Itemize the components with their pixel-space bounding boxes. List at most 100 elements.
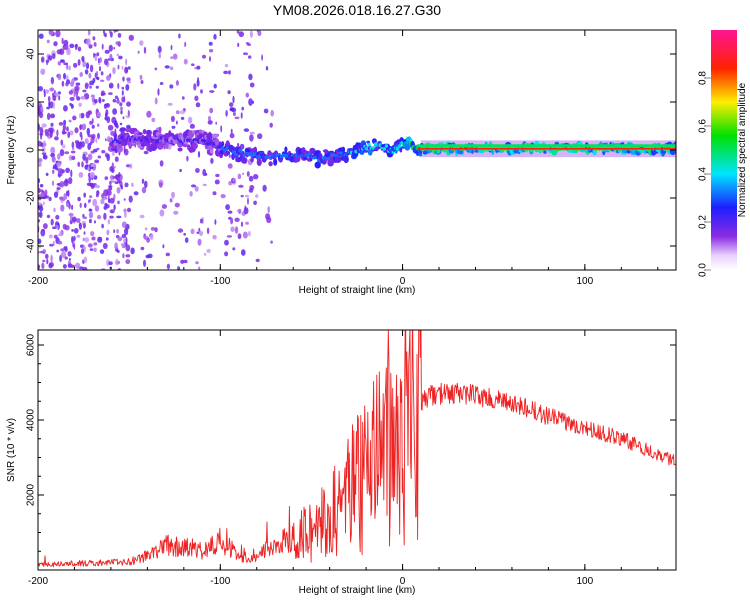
noise-blob — [78, 222, 82, 230]
noise-blob — [96, 76, 100, 81]
noise-blob — [245, 221, 249, 225]
noise-blob — [117, 82, 120, 90]
noise-blob — [92, 198, 98, 207]
noise-blob — [99, 249, 105, 255]
noise-blob — [186, 155, 189, 162]
snr-x-tick-label: 100 — [577, 576, 594, 587]
noise-blob — [38, 178, 41, 183]
noise-blob — [113, 229, 116, 234]
ridge-blob — [250, 157, 254, 163]
noise-blob — [181, 96, 185, 100]
noise-blob — [262, 184, 267, 192]
noise-blob — [82, 237, 86, 242]
noise-blob — [107, 219, 111, 225]
noise-blob — [230, 128, 233, 134]
noise-blob — [154, 227, 158, 233]
noise-blob — [38, 187, 41, 194]
noise-blob — [232, 178, 235, 182]
noise-blob — [68, 90, 74, 95]
noise-blob — [124, 228, 129, 236]
noise-blob — [81, 58, 85, 63]
noise-blob — [108, 198, 111, 204]
noise-blob — [200, 89, 203, 94]
ridge-core — [220, 146, 225, 150]
noise-blob — [249, 82, 255, 88]
noise-blob — [106, 103, 110, 108]
noise-blob — [263, 108, 269, 114]
noise-blob — [172, 53, 178, 60]
noise-blob — [229, 133, 235, 139]
noise-blob — [209, 56, 211, 62]
noise-blob — [125, 237, 128, 244]
noise-blob — [57, 74, 62, 81]
noise-blob — [49, 101, 54, 109]
noise-blob — [230, 226, 235, 232]
noise-blob — [50, 254, 53, 263]
noise-blob — [74, 127, 79, 134]
noise-blob — [46, 106, 50, 110]
ridge-blob — [192, 142, 198, 149]
spectrogram-y-label: Frequency (Hz) — [6, 116, 17, 185]
ridge-blob — [143, 142, 151, 147]
noise-blob — [248, 188, 254, 193]
noise-blob — [73, 62, 78, 68]
noise-blob — [202, 54, 206, 59]
noise-blob — [122, 116, 125, 120]
noise-blob — [50, 122, 54, 127]
noise-blob — [68, 177, 73, 185]
noise-blob — [97, 155, 102, 159]
noise-blob — [113, 204, 116, 211]
noise-blob — [224, 239, 229, 246]
noise-blob — [63, 62, 68, 66]
noise-blob — [105, 237, 109, 241]
noise-blob — [170, 115, 175, 122]
noise-blob — [234, 226, 239, 234]
noise-blob — [125, 58, 128, 66]
noise-blob — [60, 139, 64, 146]
noise-blob — [94, 72, 97, 79]
ridge-blob — [177, 143, 183, 148]
noise-blob — [104, 112, 108, 118]
noise-blob — [225, 110, 228, 117]
noise-blob — [198, 227, 201, 232]
noise-blob — [170, 56, 174, 60]
spectrogram-x-label: Height of straight line (km) — [299, 285, 416, 296]
noise-blob — [75, 90, 78, 98]
noise-blob — [108, 261, 113, 266]
noise-blob — [116, 229, 119, 234]
noise-blob — [79, 202, 82, 208]
noise-blob — [68, 155, 73, 161]
noise-blob — [122, 253, 125, 259]
noise-blob — [173, 210, 179, 215]
noise-blob — [48, 234, 53, 239]
noise-blob — [72, 147, 75, 151]
noise-blob — [191, 63, 195, 66]
noise-blob — [56, 187, 61, 190]
noise-blob — [123, 198, 126, 201]
noise-blob — [237, 42, 240, 48]
noise-blob — [125, 259, 131, 265]
noise-blob — [84, 237, 90, 243]
noise-blob — [232, 247, 236, 251]
noise-blob — [63, 179, 69, 187]
noise-blob — [42, 229, 45, 232]
noise-blob — [61, 80, 65, 87]
noise-blob — [157, 45, 162, 54]
noise-blob — [85, 62, 90, 70]
noise-blob — [144, 180, 148, 189]
noise-blob — [75, 262, 81, 269]
noise-blob — [50, 146, 56, 154]
noise-blob — [41, 262, 45, 270]
noise-blob — [214, 179, 220, 185]
noise-blob — [50, 218, 54, 226]
ridge-blob — [165, 142, 169, 150]
noise-blob — [210, 157, 214, 164]
noise-blob — [81, 161, 84, 168]
noise-blob — [162, 244, 165, 249]
noise-blob — [228, 70, 231, 75]
noise-blob — [48, 263, 53, 269]
noise-blob — [99, 66, 101, 72]
noise-blob — [90, 164, 95, 167]
noise-blob — [243, 52, 248, 55]
